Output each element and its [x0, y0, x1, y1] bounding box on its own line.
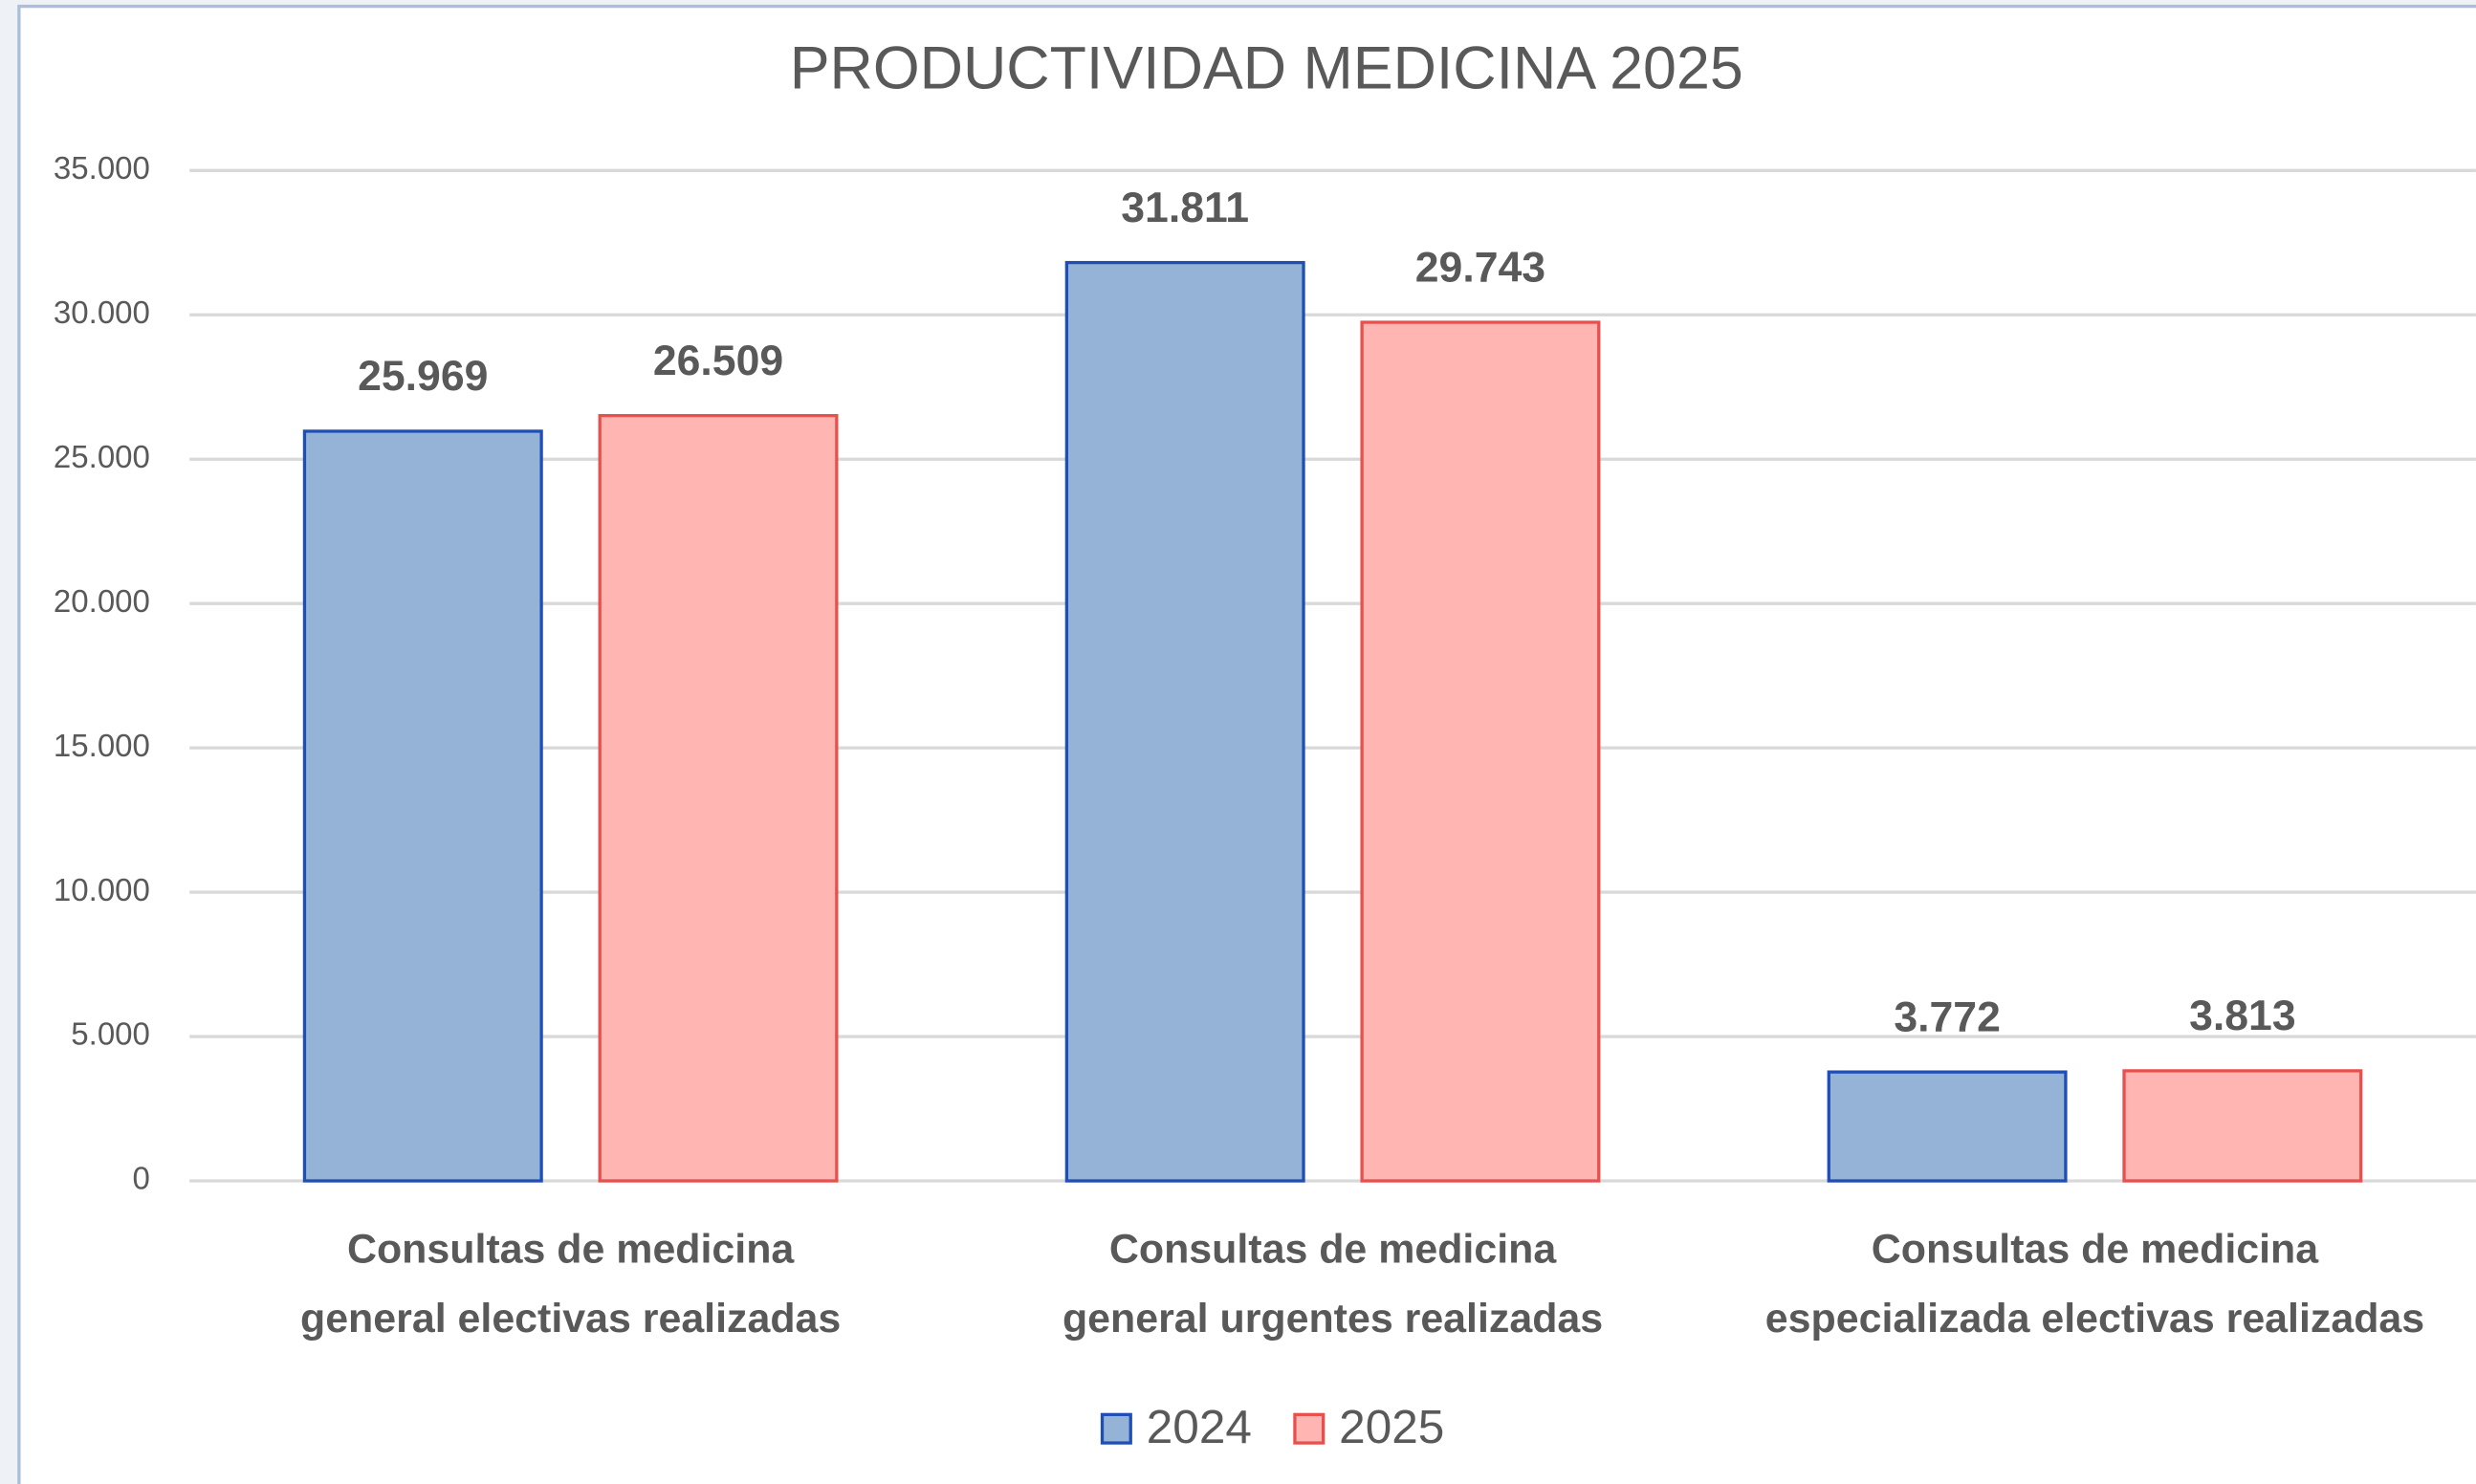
y-tick-label: 25.000	[54, 439, 150, 474]
legend-label: 2024	[1147, 1401, 1252, 1453]
y-tick-label: 15.000	[54, 728, 150, 763]
data-label: 26.509	[653, 338, 783, 384]
data-label: 3.772	[1894, 993, 2001, 1040]
data-label: 3.813	[2189, 993, 2296, 1039]
legend-swatch	[1293, 1412, 1326, 1445]
y-tick-label: 5.000	[71, 1016, 150, 1052]
bar	[1360, 320, 1601, 1183]
bar	[1064, 260, 1305, 1183]
y-tick-label: 20.000	[54, 583, 150, 619]
data-label: 25.969	[358, 353, 488, 400]
bar	[2122, 1069, 2363, 1183]
data-label: 29.743	[1415, 244, 1545, 291]
bar	[1827, 1070, 2068, 1183]
legend-swatch	[1100, 1412, 1132, 1445]
y-tick-label: 10.000	[54, 872, 150, 907]
y-tick-label: 0	[133, 1161, 150, 1196]
x-tick-label: Consultas de medicina especializada elect…	[1765, 1227, 2424, 1342]
x-tick-label: Consultas de medicina general electivas r…	[300, 1227, 841, 1342]
legend-label: 2025	[1339, 1401, 1444, 1453]
y-tick-label: 30.000	[54, 295, 150, 330]
y-tick-label: 35.000	[54, 150, 150, 186]
x-tick-label: Consultas de medicina general urgentes re…	[1063, 1227, 1603, 1342]
chart-title: PRODUCTIVIDAD MEDICINA 2025	[790, 35, 1743, 102]
data-label: 31.811	[1121, 185, 1249, 231]
bar	[302, 429, 543, 1183]
bar	[598, 414, 839, 1183]
